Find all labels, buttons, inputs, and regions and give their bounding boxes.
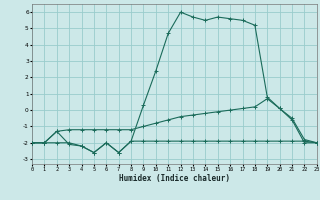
X-axis label: Humidex (Indice chaleur): Humidex (Indice chaleur) xyxy=(119,174,230,183)
